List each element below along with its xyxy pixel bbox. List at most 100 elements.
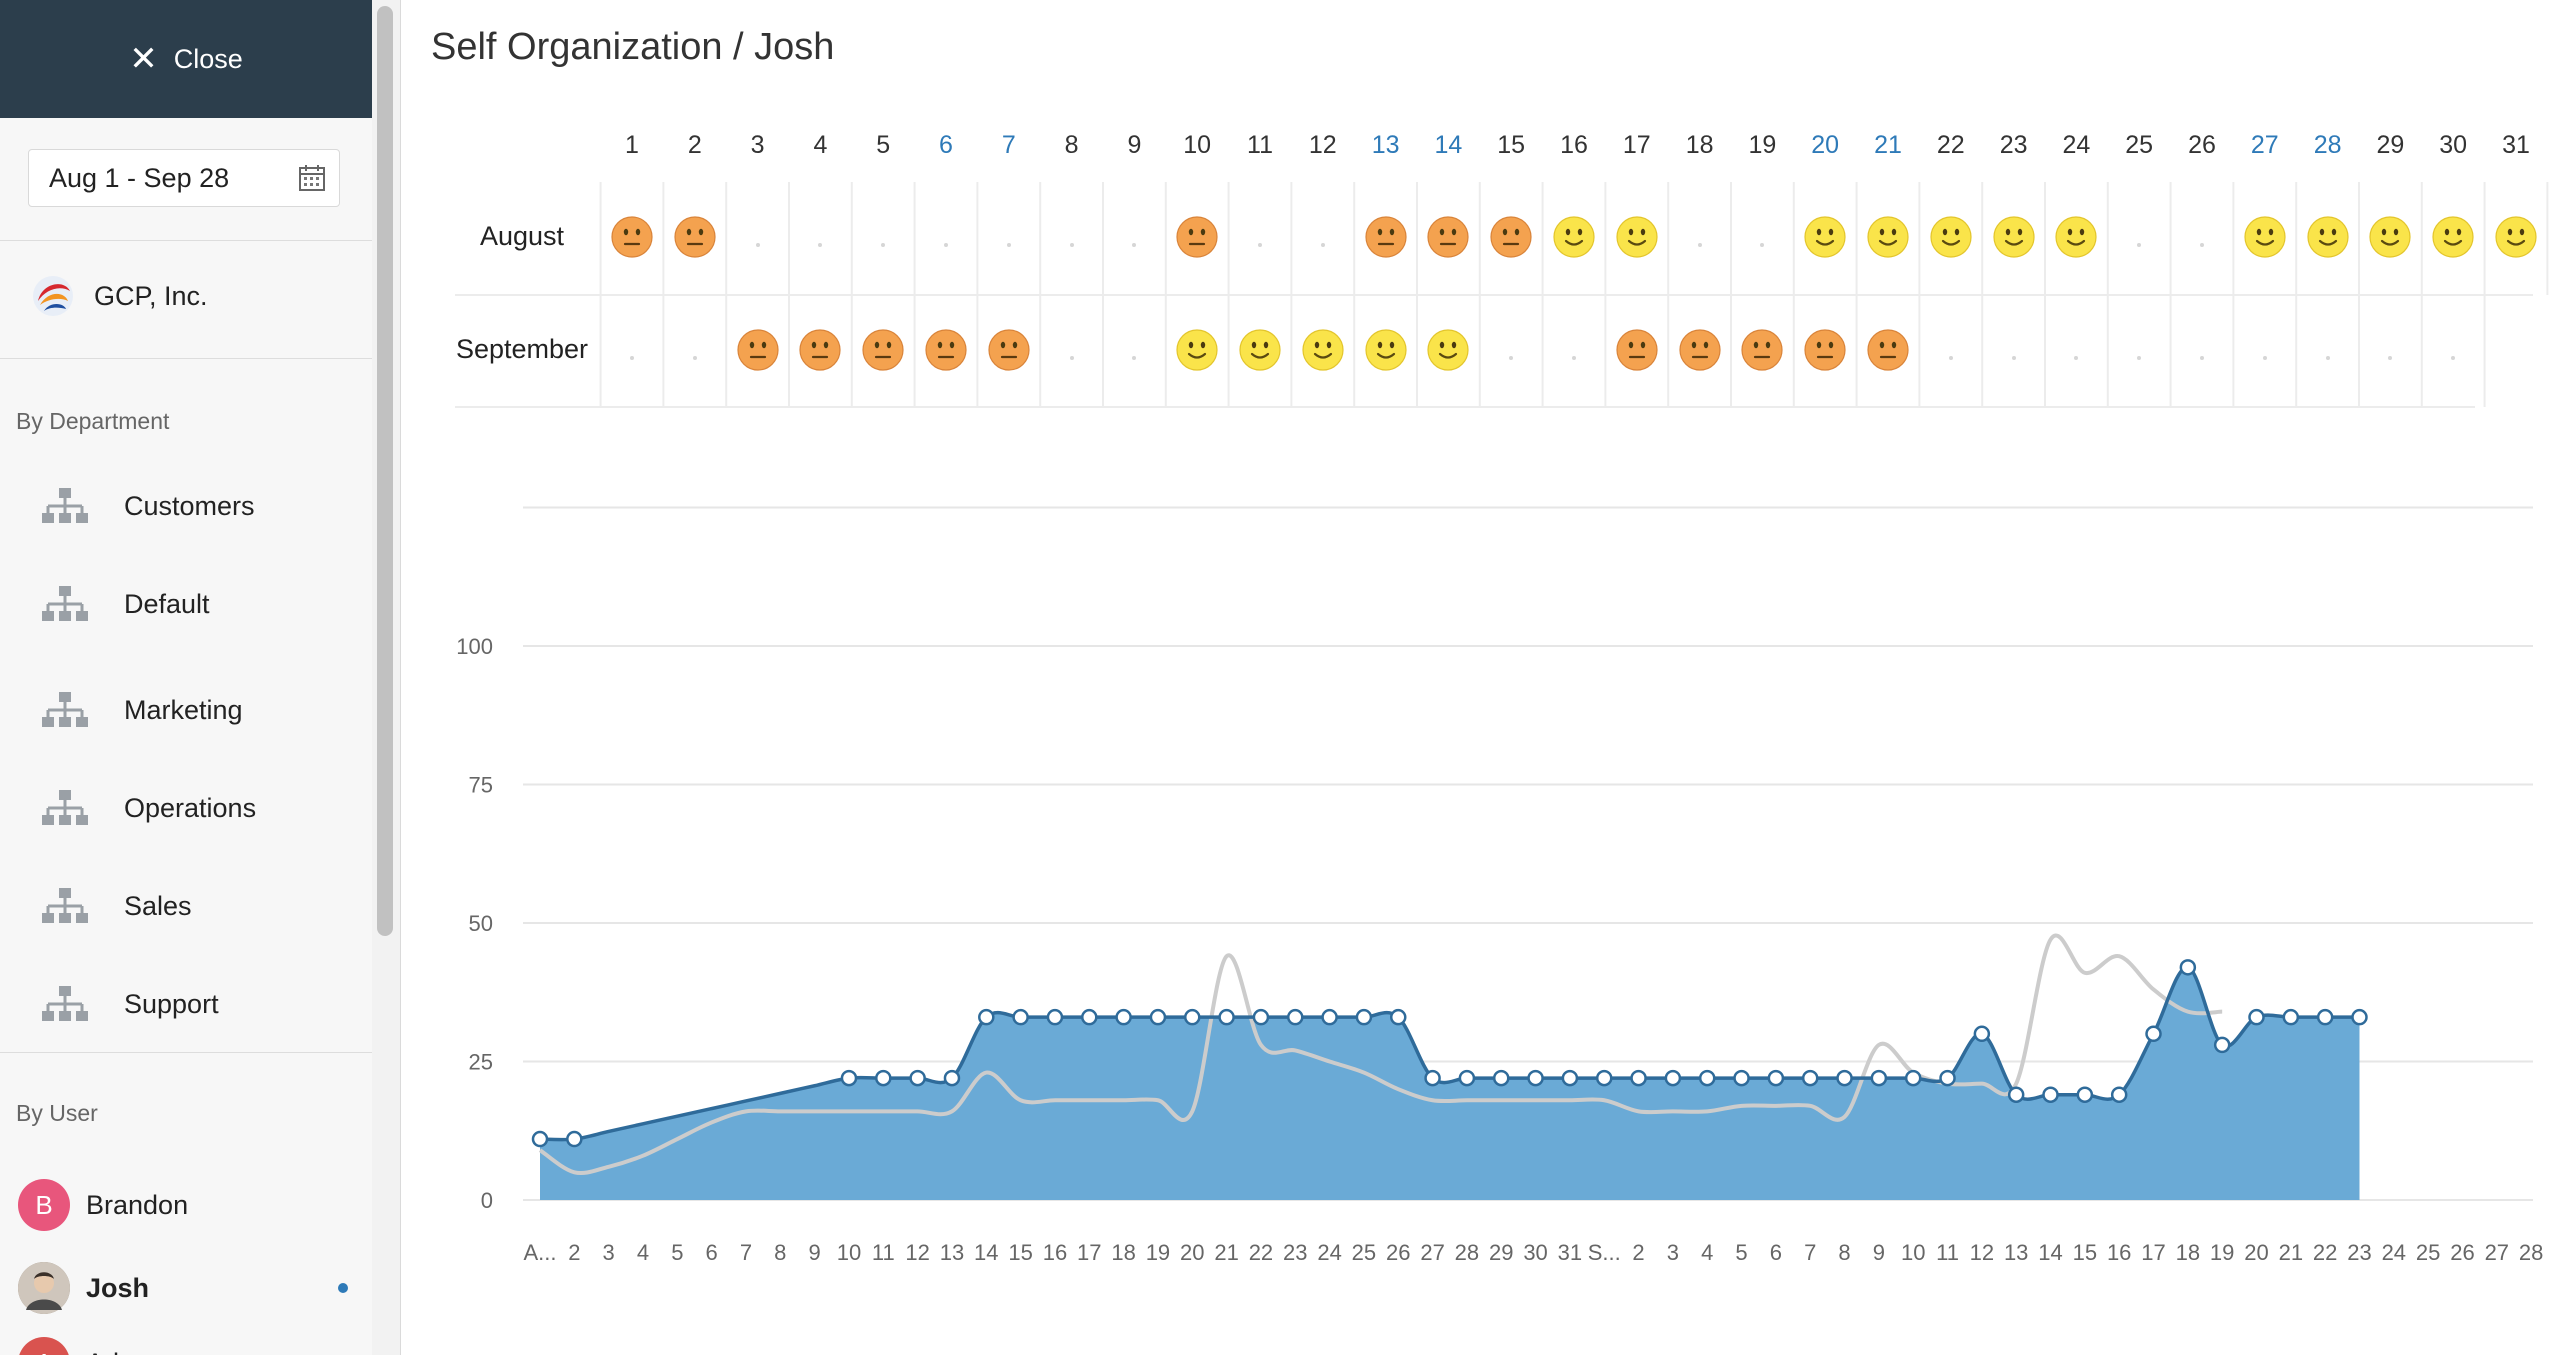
data-point[interactable]	[2007, 1086, 2025, 1103]
data-point[interactable]	[1801, 1069, 1819, 1087]
x-tick-label: 21	[2279, 1240, 2303, 1265]
divider	[0, 240, 372, 241]
data-point[interactable]	[1081, 1008, 1098, 1026]
day-header: 22	[1936, 131, 1965, 159]
data-point[interactable]	[1287, 1008, 1304, 1026]
data-point[interactable]	[943, 1069, 961, 1087]
user-name: Adam	[86, 1348, 157, 1355]
department-item-marketing[interactable]: Marketing	[40, 688, 243, 732]
data-point[interactable]	[2145, 1025, 2162, 1043]
user-item-josh[interactable]: Josh	[18, 1260, 149, 1316]
x-tick-label: 21	[1214, 1240, 1238, 1265]
x-tick-label: 6	[706, 1240, 718, 1265]
data-point[interactable]	[1390, 1008, 1407, 1026]
data-point[interactable]	[1218, 1008, 1235, 1026]
data-point[interactable]	[1561, 1069, 1579, 1087]
data-point[interactable]	[2316, 1008, 2334, 1026]
day-header: 7	[1001, 131, 1016, 159]
data-point[interactable]	[1355, 1008, 1373, 1026]
y-tick-label: 0	[481, 1188, 493, 1213]
data-point[interactable]	[2042, 1086, 2059, 1103]
data-point[interactable]	[1321, 1008, 1338, 1026]
day-header: 26	[2188, 131, 2216, 159]
data-point[interactable]	[1870, 1069, 1888, 1087]
day-header: 9	[1127, 131, 1142, 159]
data-point[interactable]	[2213, 1036, 2231, 1054]
data-point[interactable]	[1836, 1069, 1853, 1087]
data-point[interactable]	[1664, 1069, 1682, 1087]
data-point[interactable]	[1904, 1069, 1922, 1087]
active-indicator	[338, 1283, 348, 1293]
x-tick-label: 7	[740, 1240, 752, 1265]
data-point[interactable]	[875, 1069, 892, 1087]
day-header: 3	[750, 131, 765, 159]
org-name: GCP, Inc.	[94, 280, 208, 311]
department-label: Customers	[124, 490, 255, 521]
sidebar: ✕ Close Aug 1 - Sep 28 GCP, Inc. By Depa…	[0, 0, 373, 1355]
department-item-default[interactable]: Default	[40, 582, 210, 626]
x-tick-label: 20	[1180, 1240, 1204, 1265]
org-logo-icon	[33, 276, 73, 316]
day-header: 12	[1308, 131, 1337, 159]
department-item-sales[interactable]: Sales	[40, 884, 192, 928]
x-tick-label: S...	[1588, 1240, 1621, 1265]
data-point[interactable]	[1527, 1069, 1544, 1087]
org-selector[interactable]: GCP, Inc.	[30, 272, 208, 320]
data-point[interactable]	[1630, 1069, 1647, 1087]
data-point[interactable]	[1046, 1008, 1064, 1026]
y-tick-label: 75	[469, 773, 493, 798]
x-tick-label: 18	[2176, 1240, 2200, 1265]
y-tick-label: 50	[469, 911, 493, 936]
data-point[interactable]	[1012, 1008, 1029, 1026]
sidebar-scrollbar-thumb[interactable]	[377, 6, 393, 936]
user-item-adam[interactable]: A Adam	[18, 1335, 157, 1355]
data-point[interactable]	[566, 1130, 583, 1148]
data-point[interactable]	[1733, 1069, 1750, 1087]
close-icon: ✕	[129, 40, 158, 78]
data-point[interactable]	[2076, 1086, 2094, 1103]
data-point[interactable]	[531, 1130, 549, 1148]
user-item-brandon[interactable]: B Brandon	[18, 1177, 188, 1233]
x-tick-label: 14	[974, 1240, 998, 1265]
department-item-customers[interactable]: Customers	[40, 484, 255, 528]
date-range-picker[interactable]: Aug 1 - Sep 28	[28, 149, 340, 207]
data-point[interactable]	[909, 1069, 926, 1087]
department-item-operations[interactable]: Operations	[40, 786, 256, 830]
data-point[interactable]	[840, 1069, 858, 1087]
data-point[interactable]	[2282, 1008, 2300, 1026]
day-header: 20	[1811, 131, 1840, 159]
data-point[interactable]	[1184, 1008, 1201, 1026]
day-header: 18	[1685, 131, 1714, 159]
data-point[interactable]	[1973, 1025, 1991, 1043]
data-point[interactable]	[1458, 1069, 1476, 1087]
data-point[interactable]	[2248, 1008, 2265, 1026]
day-header: 13	[1371, 131, 1400, 159]
data-point[interactable]	[2110, 1086, 2128, 1103]
department-label: Support	[124, 988, 219, 1019]
x-tick-label: 6	[1770, 1240, 1782, 1265]
data-point[interactable]	[2179, 959, 2197, 976]
department-item-support[interactable]: Support	[40, 982, 219, 1026]
org-chart-icon	[42, 986, 88, 1021]
x-tick-label: 13	[940, 1240, 964, 1265]
x-tick-label: 30	[1523, 1240, 1547, 1265]
day-header: 2	[687, 131, 702, 159]
avatar: B	[18, 1179, 70, 1231]
data-point[interactable]	[1252, 1008, 1270, 1026]
data-point[interactable]	[1492, 1069, 1510, 1087]
data-point[interactable]	[2351, 1008, 2368, 1026]
data-point[interactable]	[978, 1008, 995, 1026]
data-point[interactable]	[1115, 1008, 1132, 1026]
x-tick-label: 18	[1111, 1240, 1135, 1265]
x-tick-label: 5	[1735, 1240, 1747, 1265]
data-point[interactable]	[1767, 1069, 1785, 1087]
org-chart-icon	[42, 586, 88, 621]
data-point[interactable]	[1149, 1008, 1167, 1026]
data-point[interactable]	[1939, 1069, 1956, 1087]
close-button[interactable]: ✕ Close	[0, 0, 372, 118]
day-header: 31	[2502, 131, 2530, 159]
data-point[interactable]	[1424, 1069, 1441, 1087]
data-point[interactable]	[1595, 1069, 1613, 1087]
data-point[interactable]	[1698, 1069, 1716, 1087]
department-label: Default	[124, 588, 210, 619]
